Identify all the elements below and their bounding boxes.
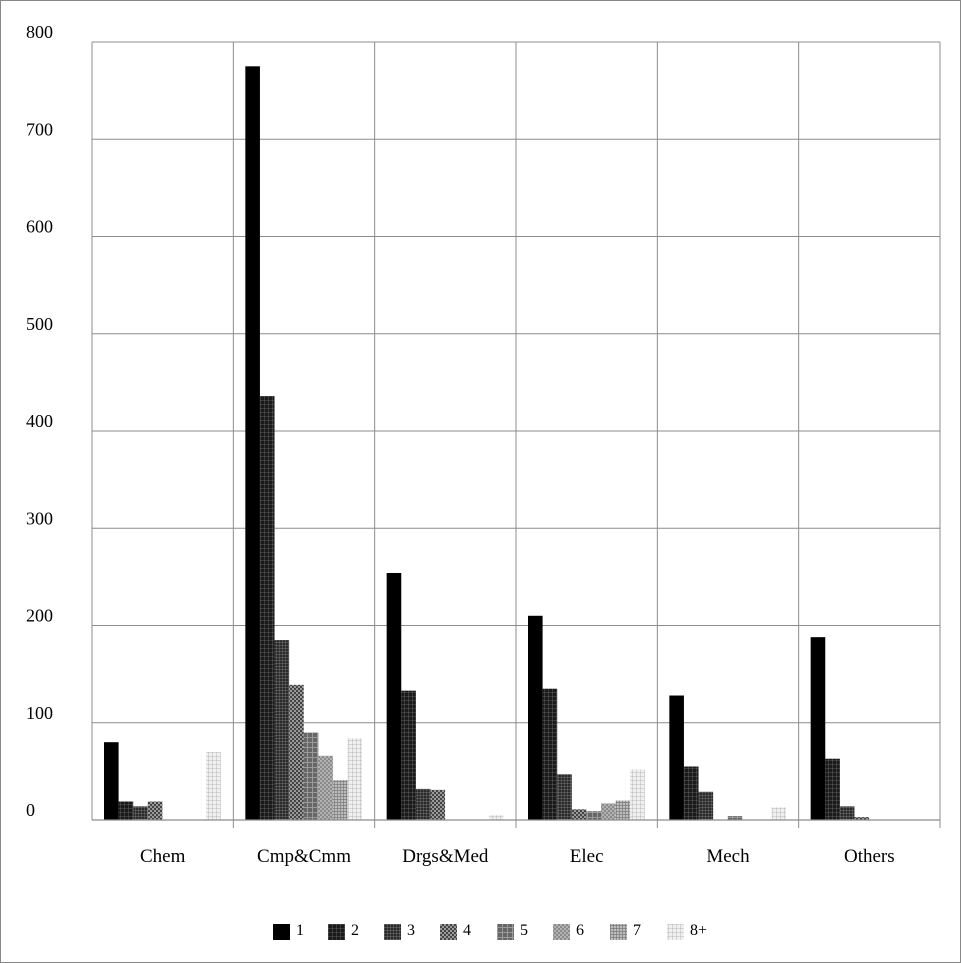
bar-3-Elec <box>557 774 572 820</box>
bar-4-Cmp&Cmm <box>289 684 304 820</box>
legend-swatch-4 <box>440 924 457 940</box>
bar-5-Mech <box>727 816 743 820</box>
bar-8+-Mech <box>771 807 787 820</box>
bar-1-Cmp&Cmm <box>245 66 260 820</box>
bar-1-Chem <box>104 742 119 820</box>
bar-2-Others <box>825 758 840 820</box>
bar-1-Others <box>810 637 826 820</box>
bar-4-Others <box>854 817 870 820</box>
legend-label-5: 5 <box>520 922 528 939</box>
bar-4-Chem <box>147 801 163 820</box>
x-category-label: Drgs&Med <box>402 846 489 867</box>
bar-1-Drgs&Med <box>386 572 402 820</box>
y-axis-ticks: 0 100 200 300 400 500 600 700 800 <box>26 22 53 820</box>
legend-swatch-2 <box>328 924 345 940</box>
y-tick-label: 800 <box>26 22 53 42</box>
legend-label-6: 6 <box>576 922 584 939</box>
legend-swatch-3 <box>384 924 401 940</box>
bar-2-Mech <box>683 766 699 820</box>
bar-4-Elec <box>571 809 587 820</box>
bar-3-Cmp&Cmm <box>274 640 290 820</box>
legend-swatch-1 <box>273 924 290 940</box>
bar-1-Elec <box>528 615 543 820</box>
legend-swatch-8+ <box>667 924 684 940</box>
y-tick-label: 0 <box>26 800 35 820</box>
bar-8+-Elec <box>630 769 645 820</box>
legend-label-1: 1 <box>296 922 304 939</box>
y-tick-label: 100 <box>26 703 53 723</box>
bar-7-Cmp&Cmm <box>332 780 348 820</box>
y-tick-label: 400 <box>26 411 53 431</box>
x-category-label: Elec <box>570 846 604 867</box>
legend-swatch-7 <box>610 924 627 940</box>
x-category-label: Cmp&Cmm <box>257 846 351 867</box>
bar-8+-Drgs&Med <box>488 815 504 820</box>
bar-2-Elec <box>542 688 558 820</box>
x-category-label: Others <box>844 846 895 867</box>
bar-5-Elec <box>586 811 601 820</box>
bar-3-Others <box>839 806 855 820</box>
y-tick-label: 500 <box>26 314 53 334</box>
bar-1-Mech <box>669 695 684 820</box>
legend-label-2: 2 <box>351 922 359 939</box>
bar-7-Elec <box>615 800 631 820</box>
legend-swatch-6 <box>553 924 570 940</box>
bar-6-Elec <box>601 803 616 820</box>
bar-8+-Chem <box>206 751 221 820</box>
legend-swatch-5 <box>497 924 514 940</box>
bar-3-Drgs&Med <box>415 788 431 820</box>
legend-label-7: 7 <box>633 922 641 939</box>
bars <box>104 66 870 820</box>
bar-6-Cmp&Cmm <box>318 755 333 820</box>
bar-8+-Cmp&Cmm <box>347 738 363 820</box>
x-category-label: Chem <box>140 846 186 867</box>
gridlines <box>91 41 941 828</box>
y-tick-label: 300 <box>26 508 53 528</box>
legend-label-8+: 8+ <box>690 922 707 939</box>
bar-5-Cmp&Cmm <box>303 732 319 820</box>
bar-3-Chem <box>133 806 148 820</box>
bar-2-Chem <box>118 801 134 820</box>
bar-2-Drgs&Med <box>401 690 416 820</box>
y-tick-label: 600 <box>26 217 53 237</box>
legend-label-4: 4 <box>463 922 471 939</box>
x-category-label: Mech <box>706 846 750 867</box>
legend-label-3: 3 <box>407 922 415 939</box>
legend: 1 2 3 4 5 6 7 8+ <box>273 922 707 940</box>
bar-3-Mech <box>698 791 714 820</box>
bar-4-Drgs&Med <box>430 789 446 820</box>
y-tick-label: 200 <box>26 606 53 626</box>
bar-2-Cmp&Cmm <box>259 395 275 820</box>
x-axis-categories: Chem Cmp&Cmm Drgs&Med Elec Mech Others <box>140 846 895 867</box>
y-tick-label: 700 <box>26 119 53 139</box>
